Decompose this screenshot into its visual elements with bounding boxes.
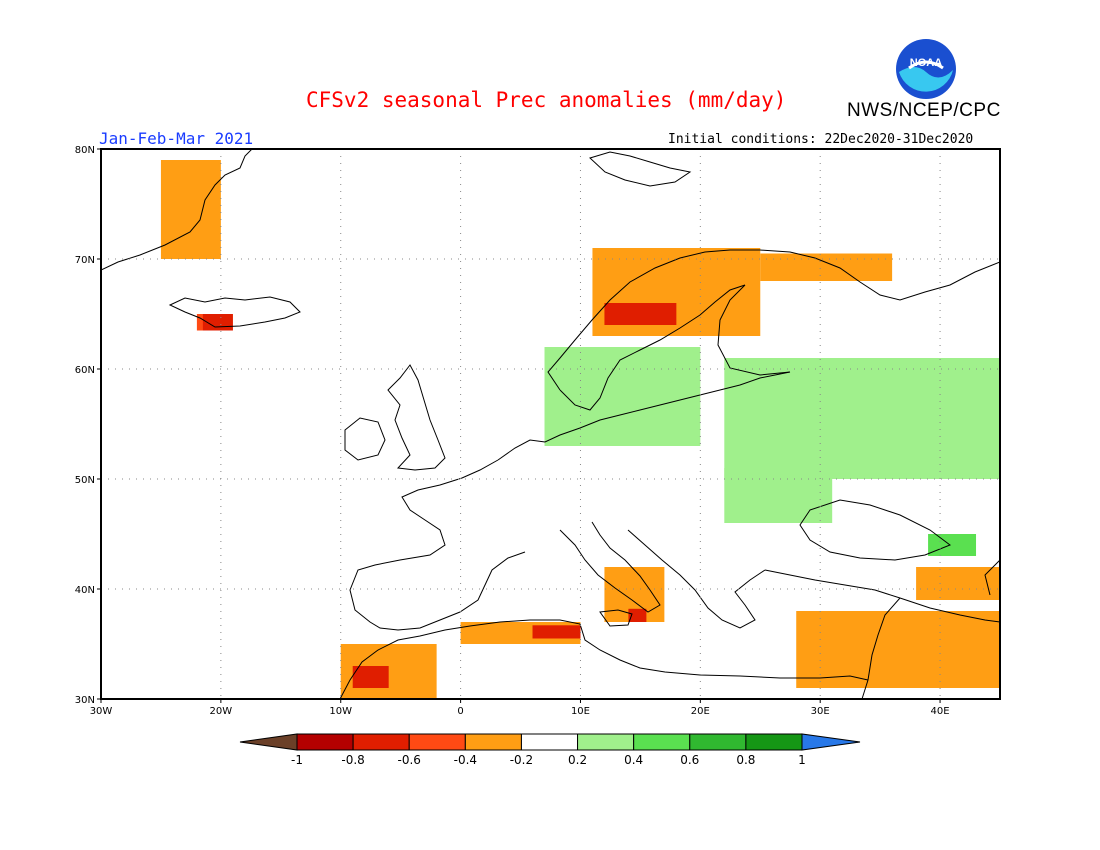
lon-tick-label: 30W bbox=[90, 706, 113, 717]
colorbar-segment bbox=[577, 733, 635, 751]
map-title: CFSv2 seasonal Prec anomalies (mm/day) bbox=[306, 88, 787, 112]
lat-tick-label: 40N bbox=[75, 585, 95, 596]
caspian-coast bbox=[984, 559, 1000, 596]
svalbard-coast bbox=[589, 151, 692, 187]
anomaly-region bbox=[160, 160, 221, 259]
europe-coast bbox=[497, 371, 791, 461]
lon-tick-label: 10W bbox=[329, 706, 352, 717]
lon-tick-label: 10E bbox=[571, 706, 590, 717]
turkey-coast bbox=[764, 569, 1000, 623]
lat-tick-label: 70N bbox=[75, 255, 95, 266]
colorbar-label: 1 bbox=[798, 753, 806, 767]
colorbar-label: -0.4 bbox=[454, 753, 477, 767]
finland-coast bbox=[717, 284, 791, 376]
colorbar: -1 -0.8 -0.6 -0.4 -0.2 0.2 0.4 0.6 0.8 1 bbox=[239, 733, 861, 767]
noaa-logo: NOAA bbox=[896, 39, 956, 99]
colorbar-segment bbox=[689, 733, 747, 751]
map-frame bbox=[100, 148, 1001, 700]
britain-coast bbox=[387, 364, 446, 471]
colorbar-segment bbox=[520, 733, 579, 751]
anomaly-region bbox=[928, 534, 977, 556]
colorbar-label: 0.6 bbox=[680, 753, 699, 767]
levant-coast bbox=[861, 597, 901, 699]
balkans-coast bbox=[627, 529, 766, 629]
anomaly-region bbox=[724, 468, 833, 523]
initial-conditions-label: Initial conditions: 22Dec2020-31Dec2020 bbox=[668, 132, 974, 147]
agency-label: NWS/NCEP/CPC bbox=[847, 100, 1001, 121]
black-sea-coast bbox=[799, 499, 952, 561]
anomaly-region bbox=[544, 347, 701, 446]
colorbar-left-triangle bbox=[239, 733, 298, 751]
lat-tick-label: 80N bbox=[75, 145, 95, 156]
sicily-coast bbox=[599, 609, 633, 627]
ireland-coast bbox=[344, 417, 386, 461]
anomaly-core bbox=[532, 625, 581, 639]
colorbar-label: -0.8 bbox=[341, 753, 364, 767]
anomaly-region bbox=[916, 567, 1000, 600]
north-africa-coast bbox=[339, 619, 869, 699]
france-iberia-coast bbox=[349, 459, 526, 631]
anomaly-core bbox=[352, 666, 389, 688]
lat-tick-label: 30N bbox=[75, 695, 95, 706]
axis-ticks: 30W 20W 10W 0 10E 20E 30E 40E 30N 40N 50N 60N 70N 80N bbox=[75, 145, 950, 717]
colorbar-segment bbox=[296, 733, 354, 751]
colorbar-label: 0.8 bbox=[736, 753, 755, 767]
coastlines bbox=[101, 149, 1000, 699]
colorbar-label: -0.2 bbox=[510, 753, 533, 767]
colorbar-label: -0.6 bbox=[398, 753, 421, 767]
anomaly-cells bbox=[160, 160, 1000, 699]
colorbar-segment bbox=[408, 733, 466, 751]
colorbar-label: 0.2 bbox=[568, 753, 587, 767]
lon-tick-label: 20W bbox=[210, 706, 233, 717]
colorbar-segment bbox=[464, 733, 522, 751]
lon-tick-label: 20E bbox=[691, 706, 710, 717]
anomaly-region bbox=[724, 358, 1000, 479]
lon-tick-label: 0 bbox=[457, 706, 463, 717]
lat-tick-label: 60N bbox=[75, 365, 95, 376]
lon-tick-label: 40E bbox=[931, 706, 950, 717]
lon-tick-label: 30E bbox=[811, 706, 830, 717]
scandinavia-coast bbox=[547, 249, 1000, 391]
greenland-coast bbox=[101, 149, 253, 271]
season-label: Jan-Feb-Mar 2021 bbox=[99, 129, 254, 148]
lat-tick-label: 50N bbox=[75, 475, 95, 486]
svg-text:NOAA: NOAA bbox=[910, 57, 942, 69]
graticule bbox=[101, 149, 1000, 699]
colorbar-label: 0.4 bbox=[624, 753, 643, 767]
sweden-coast bbox=[559, 284, 746, 411]
colorbar-right-triangle bbox=[801, 733, 861, 751]
anomaly-region bbox=[760, 253, 893, 281]
iceland-coast bbox=[168, 296, 301, 328]
anomaly-core bbox=[604, 303, 677, 325]
anomaly-core bbox=[628, 608, 647, 622]
colorbar-segment bbox=[633, 733, 691, 751]
colorbar-segment bbox=[745, 733, 803, 751]
colorbar-segment bbox=[352, 733, 410, 751]
anomaly-region bbox=[796, 611, 1000, 688]
italy-coast bbox=[559, 521, 661, 613]
colorbar-label: -1 bbox=[291, 753, 303, 767]
